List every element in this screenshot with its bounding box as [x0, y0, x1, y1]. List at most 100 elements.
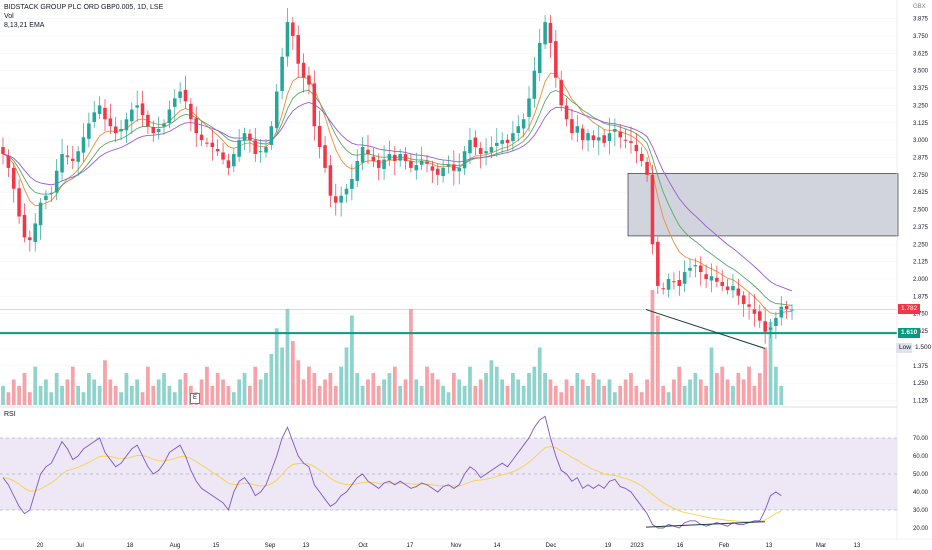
event-marker[interactable]: E: [190, 393, 201, 404]
candle-body: [22, 214, 27, 238]
price-tick-label: 3.500: [913, 69, 929, 75]
ema-lines: [2, 72, 793, 315]
candle-body: [350, 179, 354, 189]
volume-bar: [720, 366, 725, 405]
volume-bar: [682, 385, 687, 405]
candle-body: [446, 165, 451, 167]
candle-body: [307, 75, 311, 85]
candle-body: [602, 135, 606, 143]
volume-bar: [382, 379, 386, 405]
volume-bar: [677, 366, 682, 405]
volume-bar: [199, 379, 204, 405]
volume-bar: [22, 373, 27, 405]
candle-body: [323, 145, 327, 168]
volume-bar: [774, 366, 778, 405]
time-axis: 20 Jul 18 Aug 15 Sep 13 Oct 17 Nov 14 Dec 19 2023 16 Fe…: [0, 538, 932, 549]
volume-bar: [591, 373, 596, 405]
volume-bar: [290, 341, 295, 405]
candle-body: [339, 195, 343, 203]
volume-bar: [435, 379, 440, 405]
volume-bar: [231, 392, 236, 405]
time-tick-label: 14: [494, 543, 501, 549]
volume-bar: [612, 392, 617, 405]
volume-bar: [409, 309, 413, 405]
price-trendline[interactable]: [645, 309, 766, 349]
volume-bar: [328, 373, 333, 405]
symbol-title: BIDSTACK GROUP PLC ORD GBP0.005, 1D, LSE: [4, 4, 164, 11]
volume-bar: [76, 385, 81, 405]
candle-body: [704, 274, 708, 279]
candle-body: [178, 91, 182, 98]
candle-body: [280, 56, 284, 91]
ema-legend: 8,13,21 EMA: [4, 22, 45, 29]
price-tick-label: 2.750: [913, 173, 929, 179]
candle-body: [478, 148, 483, 154]
candle-body: [473, 137, 478, 148]
volume-bar: [736, 373, 741, 405]
candle-body: [124, 119, 129, 131]
candle-body: [253, 140, 258, 154]
time-tick-label: Nov: [451, 543, 462, 549]
volume-bar: [33, 366, 38, 405]
candle-body: [768, 327, 773, 330]
volume-bar: [666, 392, 671, 405]
candle-body: [317, 125, 322, 148]
candle-body: [645, 161, 649, 175]
volume-bar: [494, 366, 499, 405]
price-tick-label: 2.500: [913, 208, 929, 214]
volume-bar: [446, 392, 451, 405]
candle-body: [215, 149, 220, 152]
candle-body: [382, 159, 386, 169]
candle-body: [291, 22, 295, 36]
price-tick-label: 2.250: [913, 242, 929, 248]
volume-bar: [333, 385, 338, 405]
volume-bar: [355, 373, 360, 405]
candle-body: [119, 129, 123, 132]
volume-bar: [323, 379, 327, 405]
candle-body: [355, 160, 360, 181]
candle-body: [301, 62, 306, 78]
candle-body: [11, 167, 16, 189]
time-tick-label: 18: [127, 543, 134, 549]
volume-bar: [248, 385, 252, 405]
volume-bar: [693, 373, 698, 405]
candle-body: [258, 151, 263, 153]
candle-body: [296, 35, 300, 64]
volume-bar: [269, 353, 274, 405]
support-price-tag: 1.610: [898, 328, 921, 339]
candle-body: [108, 118, 113, 127]
candle-body: [554, 41, 558, 78]
rsi-axis: 70.00 60.00 50.00 40.00 30.00 20.00: [913, 436, 929, 532]
candle-body: [387, 154, 392, 161]
volume-bar: [344, 347, 349, 405]
candle-body: [414, 165, 419, 171]
volume-bar: [478, 379, 483, 405]
candle-body: [484, 151, 488, 154]
price-tick-label: 2.375: [913, 225, 929, 231]
candle-body: [495, 142, 499, 146]
volume-bar: [146, 366, 150, 405]
candle-body: [564, 105, 569, 120]
price-tick-label: 1.625: [913, 329, 929, 335]
candle-body: [344, 188, 349, 195]
volume-bar: [639, 392, 644, 405]
candle-body: [403, 154, 408, 161]
volume-bar: [779, 385, 784, 405]
candle-body: [774, 317, 778, 326]
candle-body: [376, 160, 381, 168]
volume-bar: [752, 385, 757, 405]
time-tick-label: 2023: [630, 543, 644, 549]
candle-body: [135, 105, 139, 108]
candle-body: [44, 195, 48, 201]
volume-bar: [521, 385, 526, 405]
candle-body: [597, 137, 601, 141]
volume-legend: Vol: [4, 13, 14, 20]
time-tick-label: Oct: [358, 543, 368, 549]
candle-body: [672, 281, 676, 283]
candle-body: [784, 306, 789, 310]
candle-body: [113, 126, 118, 134]
volume-bar: [570, 385, 574, 405]
rsi-tick-label: 20.00: [913, 526, 929, 532]
volume-bar: [38, 385, 43, 405]
